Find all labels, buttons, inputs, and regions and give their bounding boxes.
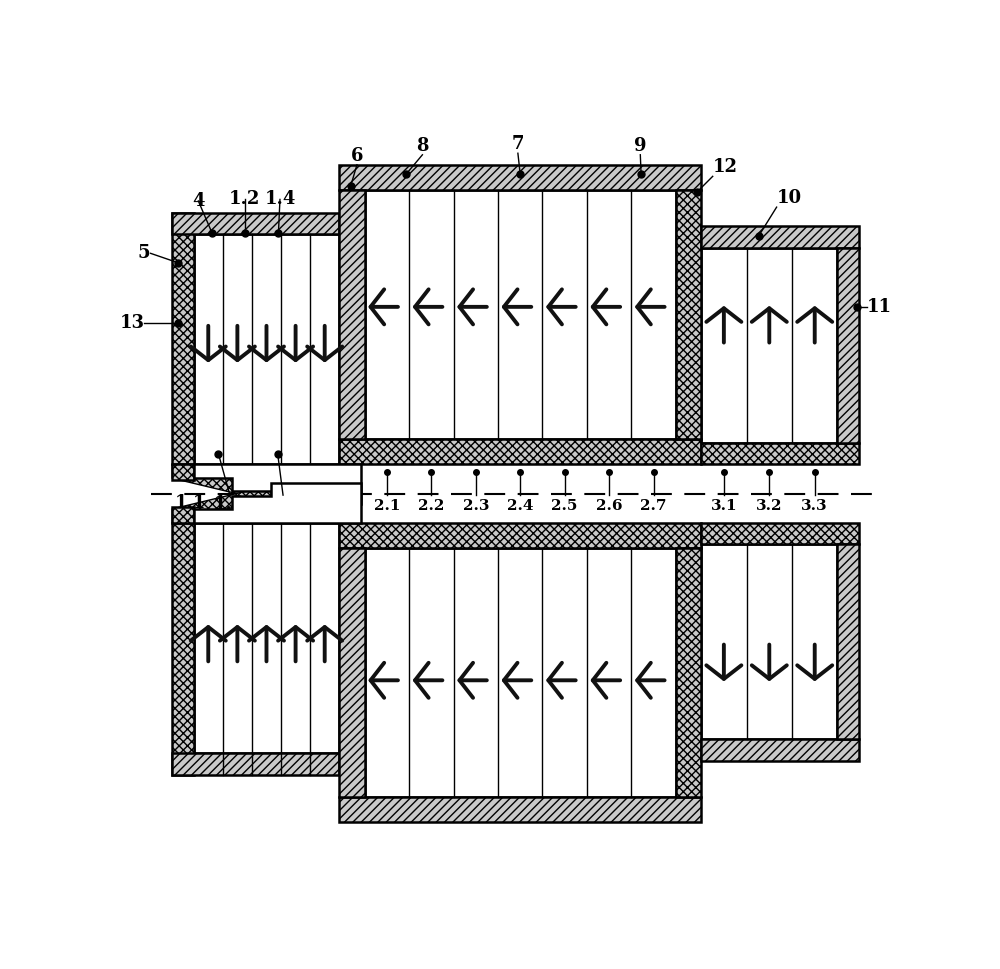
Text: 8: 8 — [416, 137, 429, 155]
Polygon shape — [194, 483, 361, 523]
Text: 1.2: 1.2 — [229, 191, 260, 208]
Bar — [676, 548, 701, 797]
Text: 5: 5 — [138, 244, 151, 263]
Text: 2.4: 2.4 — [507, 499, 533, 513]
Text: 12: 12 — [713, 158, 738, 176]
Text: 11: 11 — [867, 298, 892, 316]
Text: 2.2: 2.2 — [418, 499, 445, 513]
Text: 2.6: 2.6 — [596, 499, 622, 513]
Text: 13: 13 — [119, 314, 144, 331]
Bar — [701, 443, 859, 464]
Bar — [701, 523, 859, 545]
Text: 1.4: 1.4 — [264, 191, 296, 208]
Polygon shape — [194, 464, 361, 504]
Bar — [172, 753, 339, 774]
Polygon shape — [172, 469, 339, 523]
Text: 9: 9 — [634, 137, 647, 155]
Bar — [339, 548, 365, 797]
Text: 2.7: 2.7 — [640, 499, 667, 513]
Text: 3.2: 3.2 — [756, 499, 783, 513]
Bar — [837, 248, 859, 443]
Bar — [365, 190, 676, 439]
Text: 6: 6 — [351, 146, 363, 165]
Bar — [701, 545, 837, 739]
Bar — [339, 439, 701, 464]
Bar — [172, 508, 194, 523]
Bar — [172, 464, 194, 480]
Bar — [701, 248, 837, 443]
Bar — [701, 227, 859, 248]
Bar — [339, 190, 365, 439]
Bar — [172, 212, 339, 234]
Bar — [339, 523, 701, 548]
Bar — [339, 165, 701, 190]
Text: 2.3: 2.3 — [463, 499, 489, 513]
Text: 2.5: 2.5 — [551, 499, 578, 513]
Bar — [365, 548, 676, 797]
Polygon shape — [172, 464, 339, 518]
Text: 2.1: 2.1 — [374, 499, 400, 513]
Text: 4: 4 — [192, 192, 205, 210]
Text: 1.1: 1.1 — [175, 493, 207, 512]
Bar — [676, 190, 701, 439]
Bar — [172, 523, 194, 774]
Bar — [701, 739, 859, 761]
Bar — [194, 523, 339, 753]
Bar — [339, 797, 701, 823]
Text: 7: 7 — [512, 136, 524, 153]
Bar — [172, 212, 194, 464]
Text: 1.3: 1.3 — [214, 495, 246, 514]
Bar — [837, 545, 859, 739]
Bar — [194, 234, 339, 464]
Text: 10: 10 — [777, 189, 802, 207]
Text: 3.3: 3.3 — [801, 499, 828, 513]
Text: 3.1: 3.1 — [711, 499, 737, 513]
Text: 1.5: 1.5 — [267, 495, 299, 514]
